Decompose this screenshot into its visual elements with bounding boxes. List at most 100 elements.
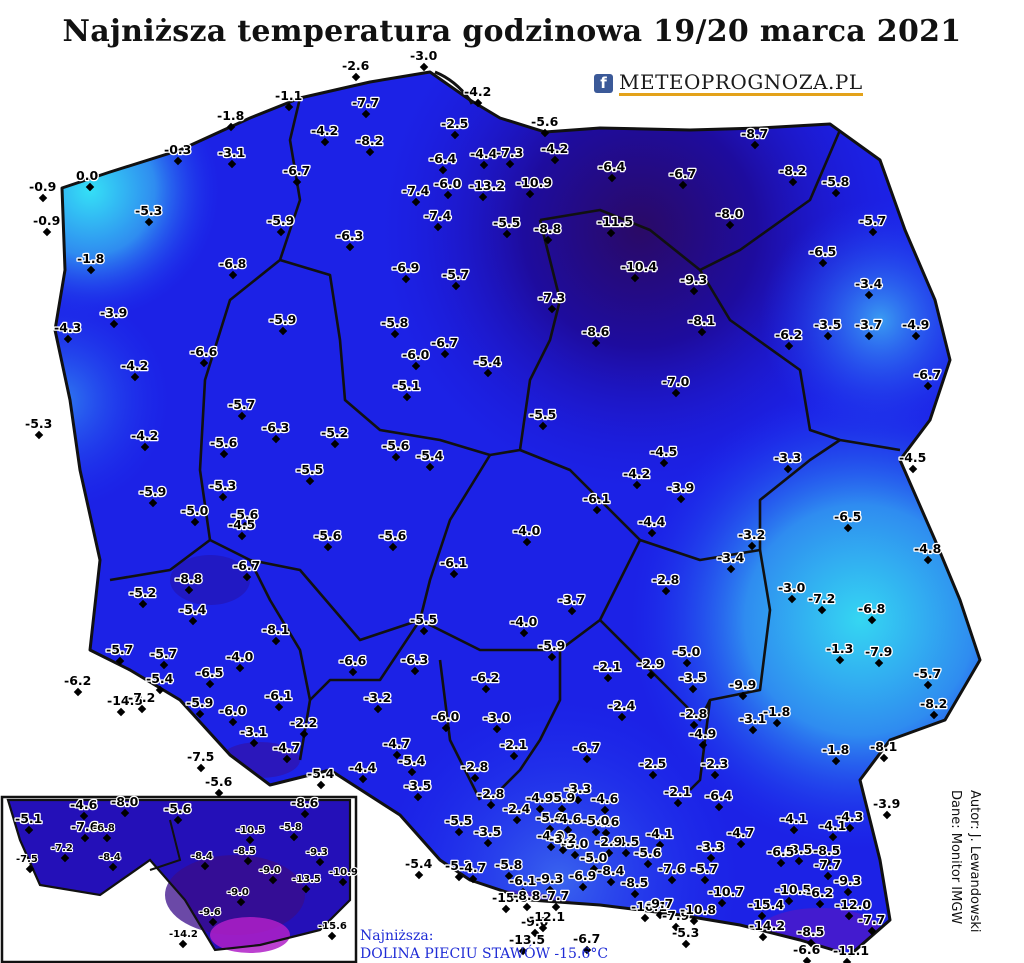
station-temperature-label: -2.5 — [639, 756, 666, 771]
station-marker — [530, 928, 540, 938]
station-marker — [392, 750, 402, 760]
station-temperature-label: -0.9 — [33, 213, 60, 228]
station-temperature-label: -6.3 — [401, 652, 428, 667]
logo-text[interactable]: METEOPROGNOZA.PL — [619, 69, 863, 96]
station-temperature-label: -5.0 — [181, 503, 209, 518]
station-temperature-label: -6.0 — [432, 709, 460, 724]
station-temperature-label: -6.1 — [509, 873, 536, 888]
station-marker — [700, 875, 710, 885]
station-temperature-label: -3.3 — [697, 839, 724, 854]
station-marker — [845, 823, 855, 833]
station-temperature-label: -2.8 — [477, 786, 504, 801]
station-marker — [351, 72, 361, 82]
station-temperature-label: -7.7 — [814, 857, 841, 872]
station-marker — [747, 541, 757, 551]
station-temperature-label: -15.0 — [492, 890, 528, 905]
station-marker — [454, 827, 464, 837]
station-marker — [647, 528, 657, 538]
station-temperature-label: -4.5 — [612, 834, 639, 849]
station-temperature-label: -8.2 — [920, 696, 947, 711]
station-temperature-label: -8.4 — [597, 863, 625, 878]
station-temperature-label: -3.2 — [549, 831, 576, 846]
station-temperature-label: -6.4 — [705, 788, 733, 803]
site-logo[interactable]: f METEOPROGNOZA.PL — [594, 70, 863, 96]
station-marker — [789, 825, 799, 835]
station-temperature-label: -5.6 — [210, 435, 238, 450]
station-marker — [545, 885, 555, 895]
station-temperature-label: -4.6 — [591, 791, 619, 806]
station-temperature-label: -5.8 — [381, 315, 408, 330]
station-temperature-label: -9.9 — [729, 677, 756, 692]
station-temperature-label: -5.8 — [822, 174, 849, 189]
station-marker — [518, 887, 528, 897]
station-marker — [440, 349, 450, 359]
station-marker — [815, 899, 825, 909]
station-marker — [282, 754, 292, 764]
station-marker — [640, 913, 650, 923]
station-marker — [748, 725, 758, 735]
station-marker — [316, 780, 326, 790]
station-marker — [63, 334, 73, 344]
station-marker — [271, 636, 281, 646]
station-temperature-label: -4.0 — [513, 523, 541, 538]
station-temperature-label: -8.5 — [234, 846, 256, 857]
station-marker — [443, 190, 453, 200]
station-temperature-label: -3.0 — [483, 710, 511, 725]
station-temperature-label: -7.4 — [424, 208, 452, 223]
station-marker — [648, 770, 658, 780]
station-temperature-label: -5.6 — [164, 801, 192, 816]
station-marker — [874, 658, 884, 668]
station-temperature-label: -5.0 — [580, 850, 608, 865]
station-temperature-label: -8.2 — [779, 163, 806, 178]
station-temperature-label: -4.7 — [383, 736, 410, 751]
station-temperature-label: -5.3 — [209, 478, 236, 493]
station-marker — [401, 274, 411, 284]
station-temperature-label: -5.8 — [495, 857, 522, 872]
station-temperature-label: -2.9 — [595, 834, 622, 849]
station-temperature-label: -5.4 — [398, 753, 426, 768]
station-temperature-label: -5.6 — [634, 845, 662, 860]
station-marker — [451, 281, 461, 291]
station-temperature-label: -5.4 — [405, 856, 433, 871]
station-marker — [519, 628, 529, 638]
station-temperature-label: -5.4 — [474, 354, 502, 369]
station-temperature-label: -8.5 — [797, 924, 824, 939]
station-temperature-label: -2.6 — [342, 58, 370, 73]
station-marker — [673, 798, 683, 808]
station-marker — [414, 870, 424, 880]
station-temperature-label: -5.3 — [25, 416, 52, 431]
station-temperature-label: -9.3 — [536, 871, 563, 886]
station-temperature-label: -10.1 — [631, 899, 667, 914]
station-marker — [923, 555, 933, 565]
station-temperature-label: -9.6 — [199, 907, 221, 918]
station-temperature-label: -9.3 — [834, 873, 861, 888]
station-marker — [794, 856, 804, 866]
station-marker — [289, 832, 299, 842]
station-temperature-label: -4.2 — [121, 358, 148, 373]
station-temperature-label: -5.8 — [280, 822, 302, 833]
tatra-inset — [0, 795, 358, 963]
station-marker — [844, 911, 854, 921]
station-temperature-label: -9.3 — [680, 272, 707, 287]
station-temperature-label: -5.4 — [179, 602, 207, 617]
station-marker — [630, 273, 640, 283]
map-title: Najniższa temperatura godzinowa 19/20 ma… — [62, 14, 962, 49]
station-marker — [173, 156, 183, 166]
station-temperature-label: -6.7 — [914, 367, 941, 382]
station-temperature-label: -4.0 — [537, 828, 565, 843]
facebook-icon[interactable]: f — [594, 73, 613, 93]
station-marker — [592, 505, 602, 515]
station-marker — [546, 842, 556, 852]
station-marker — [402, 392, 412, 402]
station-temperature-label: -8.8 — [175, 571, 202, 586]
station-temperature-label: -6.5 — [196, 665, 223, 680]
station-marker — [823, 331, 833, 341]
station-temperature-label: -1.1 — [275, 88, 302, 103]
station-temperature-label: -12.1 — [529, 909, 565, 924]
station-marker — [578, 882, 588, 892]
station-marker — [591, 338, 601, 348]
station-temperature-label: -9.0 — [259, 865, 281, 876]
station-temperature-label: -3.5 — [679, 670, 706, 685]
lowest-label: Najniższa: — [360, 928, 434, 944]
station-marker — [268, 875, 278, 885]
